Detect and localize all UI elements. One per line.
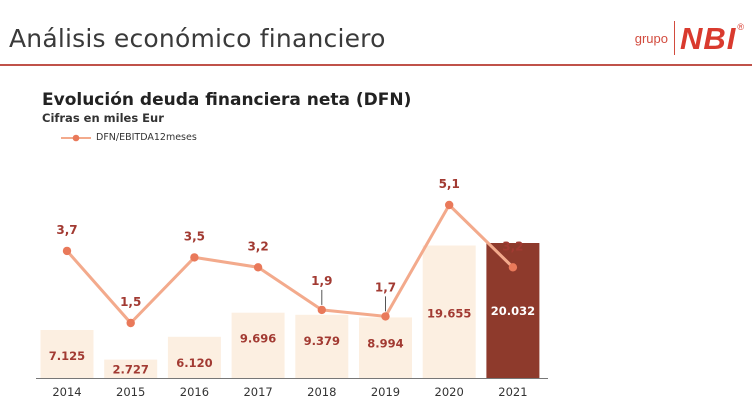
logo-brand: NBI: [679, 20, 737, 56]
bar-2015: [104, 359, 158, 378]
company-logo: grupo NBI ®: [635, 20, 744, 56]
ratio-point-2014: [62, 246, 72, 256]
legend-line-icon: [61, 134, 91, 141]
x-tick-2014: 2014: [52, 385, 81, 399]
ratio-point-2018: [317, 305, 326, 315]
logo-prefix: grupo: [634, 30, 668, 46]
registered-mark: ®: [737, 22, 744, 32]
x-tick-2018: 2018: [307, 385, 336, 399]
bar-2020: [422, 245, 476, 378]
ratio-line: [65, 203, 514, 325]
bar-label-2017: 9.696: [240, 332, 276, 346]
ratio-label-2017: 3,2: [247, 239, 268, 253]
bar-2019: [359, 317, 412, 378]
ratio-point-2017: [253, 263, 263, 272]
ratio-label-2020: 5,1: [439, 177, 460, 191]
ratio-point-2019: [381, 312, 390, 321]
bar-2017: [231, 312, 285, 378]
bar-label-2020: 19.655: [427, 307, 471, 321]
legend-label: DFN/EBITDA12meses: [96, 132, 197, 143]
x-tick-2015: 2015: [116, 385, 145, 399]
ratio-point-2015: [126, 318, 135, 328]
ratio-label-2019: 1,7: [375, 280, 396, 294]
ratio-point-2020: [445, 200, 454, 210]
x-tick-2016: 2016: [180, 385, 209, 399]
x-tick-2020: 2020: [435, 385, 464, 399]
chart-title: Evolución deuda financiera neta (DFN): [42, 90, 412, 110]
bar-label-2021: 20.032: [491, 304, 535, 318]
x-tick-2021: 2021: [498, 385, 527, 399]
bar-label-2019: 8.994: [367, 336, 403, 350]
bar-label-2018: 9.379: [304, 334, 340, 348]
page-title: Análisis económico financiero: [9, 24, 386, 53]
bar-2016: [167, 336, 221, 378]
ratio-label-2016: 3,5: [184, 229, 205, 243]
ratio-label-2021: 3,2: [502, 239, 523, 253]
chart-legend: DFN/EBITDA12meses: [60, 132, 197, 143]
bar-2014: [40, 330, 94, 378]
bar-label-2016: 6.120: [176, 356, 212, 370]
header-divider: [0, 64, 752, 66]
bar-label-2015: 2.727: [113, 363, 149, 377]
ratio-point-2021: [508, 263, 518, 272]
bar-2018: [295, 314, 349, 378]
x-tick-2019: 2019: [371, 385, 400, 399]
ratio-label-2015: 1,5: [120, 295, 141, 309]
ratio-point-2016: [190, 253, 199, 262]
x-tick-2017: 2017: [243, 385, 272, 399]
bar-label-2014: 7.125: [49, 349, 85, 363]
ratio-label-2014: 3,7: [56, 223, 77, 237]
ratio-label-2018: 1,9: [311, 274, 332, 288]
chart-subtitle: Cifras en miles Eur: [42, 111, 164, 125]
logo-separator: [673, 21, 675, 55]
